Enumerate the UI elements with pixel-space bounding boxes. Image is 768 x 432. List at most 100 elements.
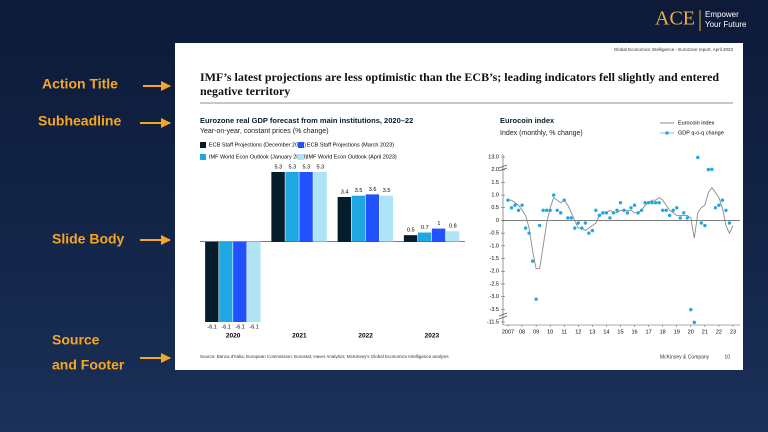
- point: [675, 206, 679, 210]
- x-tick-label: 15: [617, 329, 623, 335]
- x-tick-label: 14: [603, 329, 609, 335]
- legend-label: Eurocoin index: [678, 120, 715, 126]
- legend-label: IMF World Econ Outlook (January 2023): [209, 154, 307, 160]
- point: [671, 208, 675, 213]
- bar: [365, 194, 380, 242]
- x-tick-label: 22: [716, 329, 722, 335]
- x-tick-label: 2023: [425, 333, 440, 340]
- x-tick-label: 08: [519, 329, 525, 335]
- data-label: 5.3: [289, 164, 297, 170]
- y-tick-label: 1.0: [491, 193, 499, 199]
- legend-label: ECB Staff Projections (December 2022): [209, 142, 306, 148]
- page-number: 10: [724, 354, 730, 360]
- point: [590, 228, 595, 233]
- point: [667, 213, 672, 218]
- point: [636, 211, 640, 215]
- data-label: 0.7: [421, 225, 429, 231]
- point: [548, 208, 552, 213]
- y-tick-label: -0.5: [490, 231, 499, 237]
- point: [639, 208, 644, 213]
- data-label: 3.5: [355, 188, 363, 194]
- legend-label: GDP q-o-q change: [678, 130, 724, 136]
- legend-swatch: [200, 142, 206, 148]
- point: [646, 200, 651, 205]
- point: [601, 211, 605, 215]
- x-tick-label: 2022: [358, 333, 373, 340]
- y-tick-label: -11.5: [487, 319, 499, 325]
- point: [604, 211, 609, 215]
- point: [692, 320, 697, 325]
- legend-swatch: [298, 154, 304, 160]
- slide-header: Global Economics Intelligence - Eurozone…: [614, 47, 734, 52]
- point: [569, 216, 573, 220]
- point: [653, 200, 658, 205]
- point: [509, 206, 514, 210]
- point: [618, 200, 623, 205]
- x-tick-label: 18: [660, 329, 666, 335]
- bar: [247, 241, 261, 322]
- data-label: 3.5: [383, 188, 391, 194]
- point: [685, 216, 689, 220]
- point: [703, 223, 707, 228]
- point: [717, 203, 721, 207]
- point: [566, 216, 570, 220]
- point: [537, 223, 542, 228]
- bar: [233, 241, 247, 322]
- point: [643, 200, 647, 205]
- point: [580, 226, 584, 230]
- data-label: -6.1: [235, 324, 244, 330]
- x-tick-label: 2020: [226, 333, 241, 340]
- point: [551, 193, 556, 197]
- point: [632, 203, 637, 207]
- logo-brand: ACE: [655, 8, 695, 30]
- point: [611, 211, 616, 215]
- data-label: 3.4: [341, 189, 349, 195]
- x-tick-label: 23: [730, 329, 736, 335]
- point: [587, 231, 591, 235]
- y-tick-label: -2.5: [490, 281, 499, 287]
- data-label: 5.3: [317, 164, 325, 170]
- point: [520, 203, 524, 207]
- y-tick-label: 2.0: [491, 167, 499, 173]
- x-tick-label: 10: [547, 329, 553, 335]
- point: [523, 226, 528, 230]
- data-label: 5.3: [275, 164, 283, 170]
- point: [583, 221, 588, 225]
- data-label: 0.8: [449, 224, 457, 230]
- point: [706, 167, 711, 172]
- y-tick-label: -3.5: [490, 307, 499, 313]
- point: [541, 208, 545, 213]
- point: [516, 208, 521, 213]
- point: [527, 231, 531, 235]
- x-tick-label: 21: [702, 329, 708, 335]
- bar: [313, 172, 327, 242]
- point: [534, 297, 538, 301]
- chart-subtitle: Index (monthly, % change): [500, 130, 583, 137]
- point: [657, 200, 661, 205]
- legend-swatch: [665, 131, 669, 135]
- point: [615, 208, 619, 213]
- y-tick-label: 0: [496, 218, 499, 224]
- point: [594, 208, 598, 213]
- bar: [379, 195, 394, 242]
- bar: [351, 195, 366, 242]
- x-tick-label: 16: [631, 329, 637, 335]
- bar: [431, 228, 446, 242]
- y-tick-label: -1.5: [490, 256, 499, 262]
- point: [724, 208, 728, 213]
- y-tick-label: -1.0: [490, 243, 499, 249]
- x-tick-label: 13: [589, 329, 595, 335]
- data-label: 1: [437, 221, 440, 227]
- legend-swatch: [298, 142, 304, 148]
- slide: [175, 43, 743, 370]
- callout: Action Title: [42, 76, 118, 92]
- x-tick-label: 20: [688, 329, 694, 335]
- point: [625, 211, 630, 215]
- slide-title: IMF’s latest projections are less optimi…: [200, 70, 720, 98]
- x-tick-label: 12: [575, 329, 581, 335]
- data-label: 3.6: [369, 187, 377, 193]
- x-tick-label: 09: [533, 329, 539, 335]
- point: [597, 213, 602, 218]
